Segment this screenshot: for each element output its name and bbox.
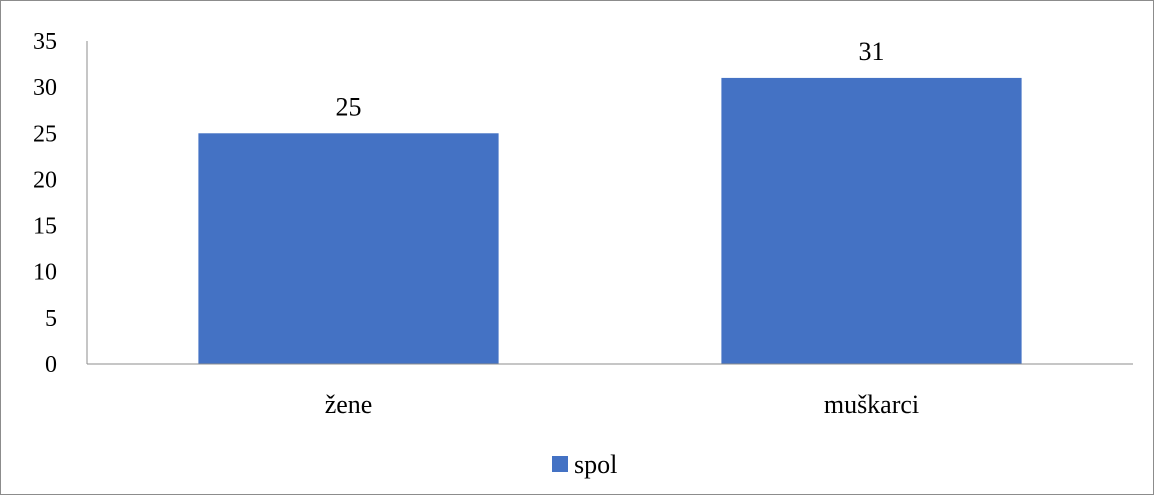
legend-label: spol [574,450,617,479]
legend: spol [552,450,617,479]
x-category-label: žene [325,390,373,419]
bar [198,133,499,364]
y-tick-label: 0 [45,352,57,378]
bars [198,77,1022,365]
data-labels: 25 31 [336,37,885,121]
y-tick-label: 25 [33,121,57,147]
category-labels: žene muškarci [325,390,919,419]
y-tick-label: 10 [33,260,57,286]
bar [721,77,1022,365]
y-tick-label: 30 [33,75,57,101]
legend-swatch [552,456,568,472]
y-tick-label: 35 [33,29,57,55]
y-axis-ticks: 0 5 10 15 20 25 30 35 [33,29,57,378]
y-tick-label: 5 [45,306,57,332]
y-tick-label: 20 [33,167,57,193]
data-label: 25 [336,92,362,121]
y-tick-label: 15 [33,214,57,240]
data-label: 31 [859,37,885,66]
x-category-label: muškarci [824,390,919,419]
